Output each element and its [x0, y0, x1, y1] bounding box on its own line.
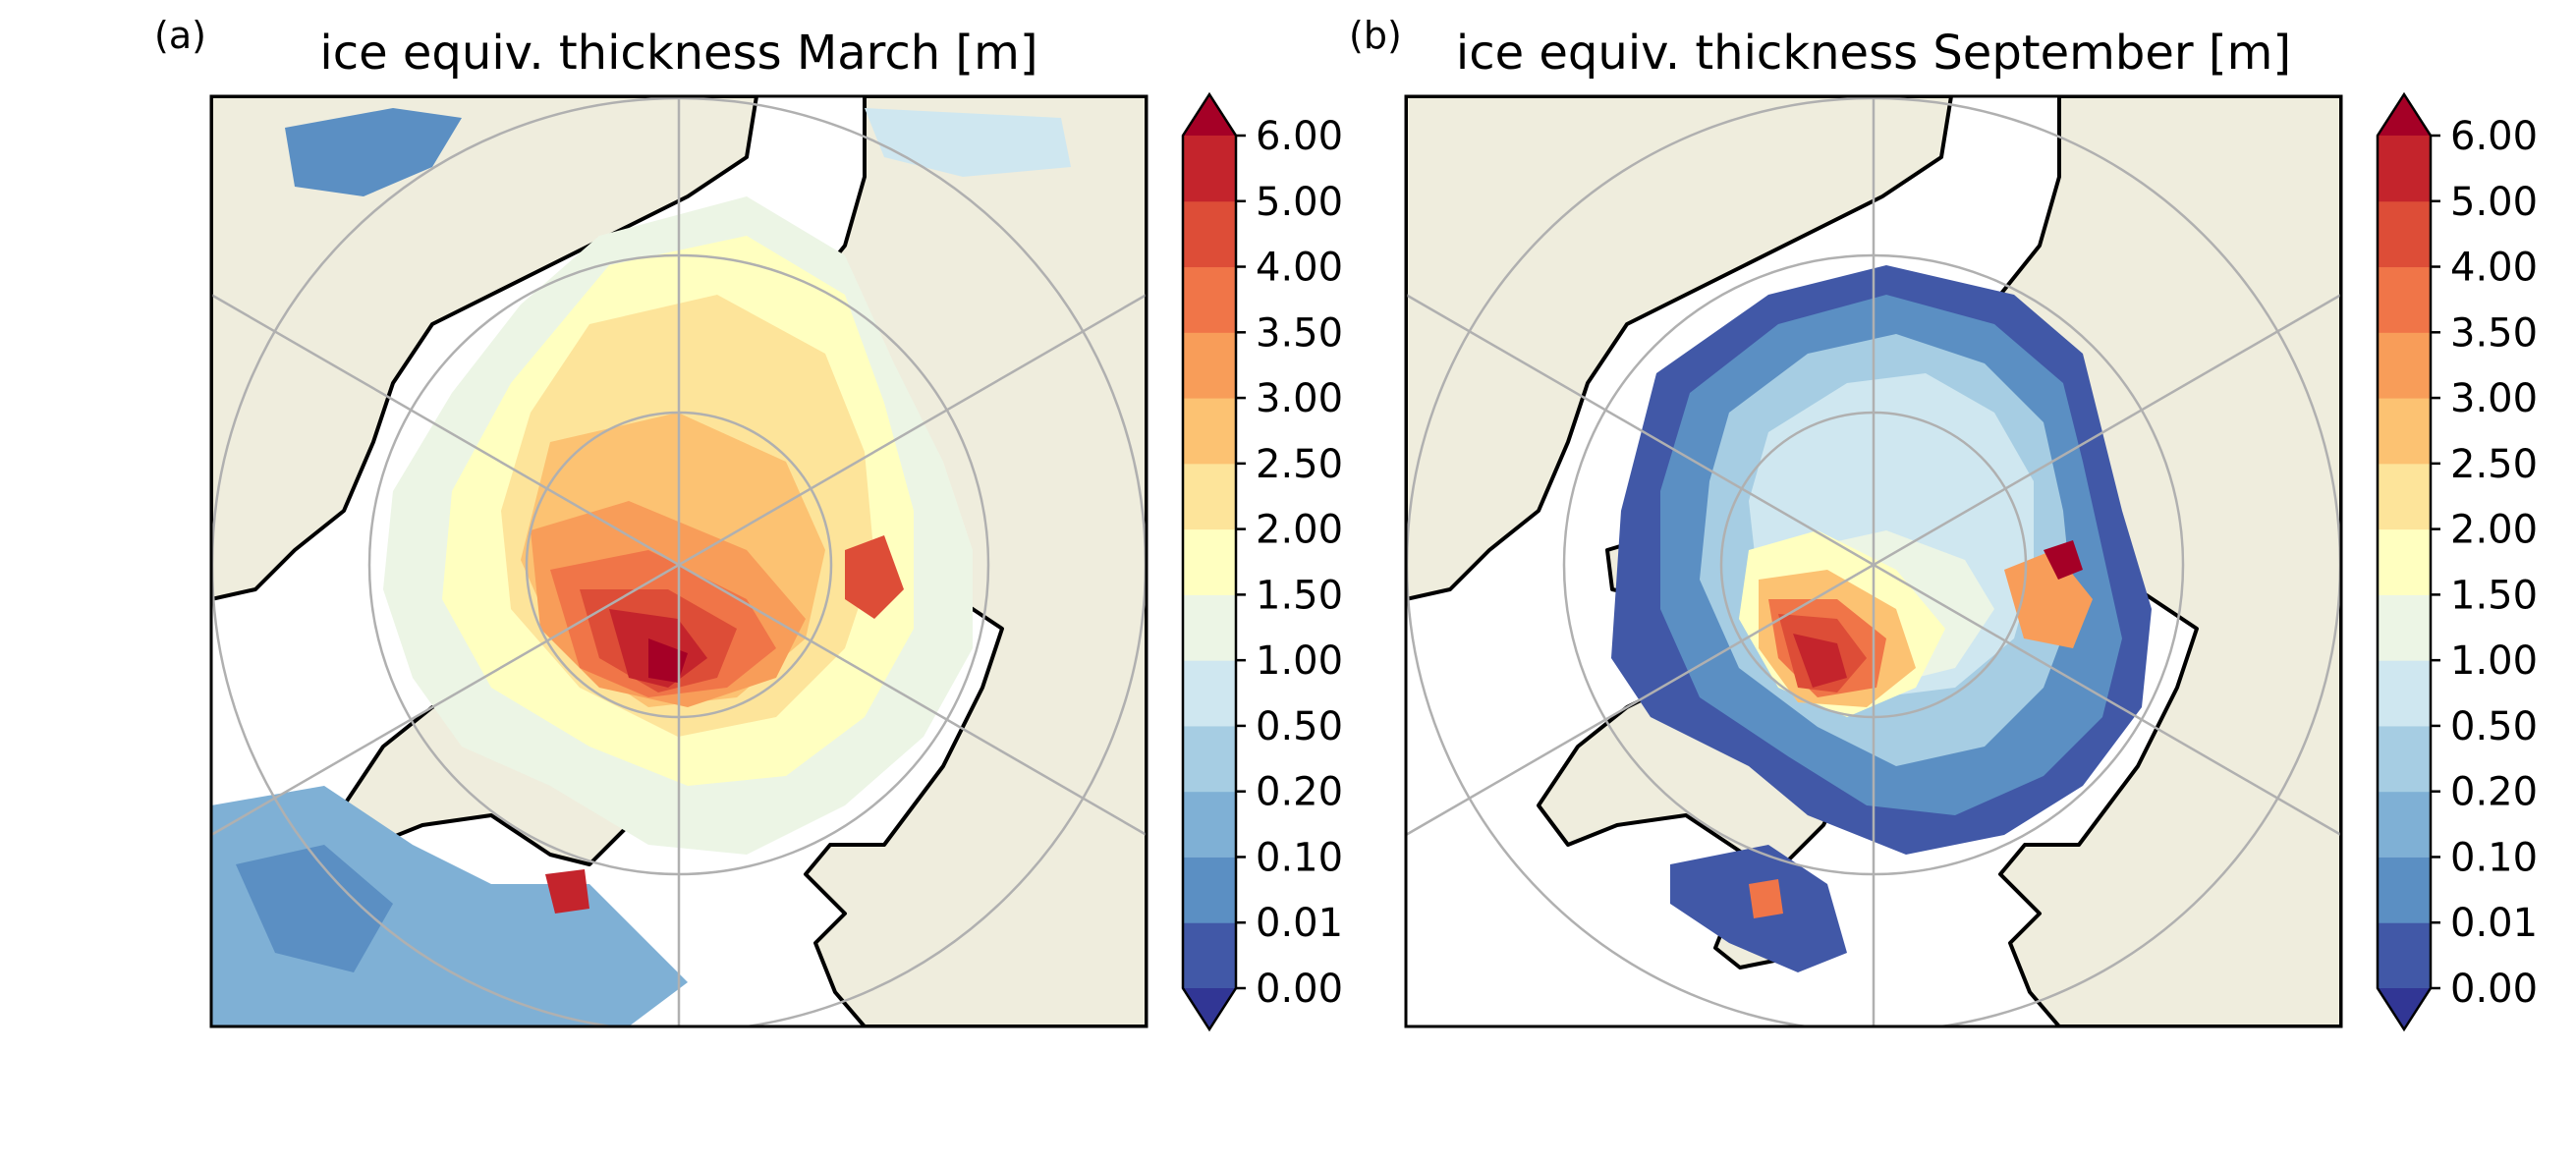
colorbar-a-band-8 [1183, 398, 1236, 465]
colorbar-b-tick-label-10: 0.20 [2450, 770, 2538, 815]
colorbar-b-band-8 [2378, 398, 2431, 465]
colorbar-a-band-10 [1183, 266, 1236, 333]
colorbar-a-tick-label-7: 1.50 [1256, 573, 1343, 618]
colorbar-b-tick-label-11: 0.10 [2450, 835, 2538, 880]
colorbar-b-ticks [2431, 134, 2440, 990]
colorbar-b-band-10 [2378, 266, 2431, 333]
panel-a-ice-thin-labrador [236, 845, 393, 972]
colorbar-b-band-9 [2378, 332, 2431, 399]
panel-b-meridian-120 [1406, 293, 2341, 837]
colorbar-a-swatches [1181, 91, 1238, 1032]
colorbar-a-band-9 [1183, 332, 1236, 399]
colorbar-a-band-11 [1183, 200, 1236, 268]
panel-a-title: ice equiv. thickness March [m] [319, 26, 1037, 81]
colorbar-b-tick-label-1: 5.00 [2450, 180, 2538, 225]
colorbar-a: 6.00 5.00 4.00 3.50 3.00 2.50 2.00 1.50 1.00 0.50… [1181, 91, 1343, 1032]
colorbar-a-under-triangle [1183, 988, 1236, 1029]
colorbar-b-band-1 [2378, 857, 2431, 923]
panel-a-ice-greenland-sea-red [545, 869, 589, 914]
panel-b-ice-thickest [1793, 634, 1847, 688]
panel-b: (b) ice equiv. thickness September [m] [1349, 14, 2538, 1032]
panel-a-ice-thin-pacific [285, 108, 462, 196]
colorbar-a-tick-label-4: 3.00 [1256, 376, 1343, 421]
colorbar-a-band-1 [1183, 857, 1236, 923]
colorbar-b-labels: 6.00 5.00 4.00 3.50 3.00 2.50 2.00 1.50 1.00 0.50… [2450, 114, 2538, 1012]
panel-b-map [1406, 96, 2341, 1026]
colorbar-a-tick-label-3: 3.50 [1256, 310, 1343, 356]
colorbar-a-tick-label-1: 5.00 [1256, 180, 1343, 225]
colorbar-a-tick-label-13: 0.00 [1256, 967, 1343, 1012]
colorbar-b-band-5 [2378, 594, 2431, 661]
colorbar-a-tick-label-11: 0.10 [1256, 835, 1343, 880]
colorbar-a-labels: 6.00 5.00 4.00 3.50 3.00 2.50 2.00 1.50 1.00 0.50… [1256, 114, 1343, 1012]
panel-a-map [211, 96, 1147, 1026]
colorbar-b-band-4 [2378, 660, 2431, 727]
colorbar-b-over-triangle [2378, 94, 2431, 136]
colorbar-a-band-3 [1183, 725, 1236, 793]
colorbar-b: 6.00 5.00 4.00 3.50 3.00 2.50 2.00 1.50 1.00 0.50… [2376, 91, 2538, 1032]
panel-b-label: (b) [1349, 14, 1402, 57]
colorbar-b-tick-label-13: 0.00 [2450, 967, 2538, 1012]
colorbar-a-band-4 [1183, 660, 1236, 727]
colorbar-b-tick-label-9: 0.50 [2450, 704, 2538, 749]
panel-b-title: ice equiv. thickness September [m] [1456, 26, 2291, 81]
colorbar-a-band-6 [1183, 528, 1236, 595]
colorbar-a-tick-label-2: 4.00 [1256, 246, 1343, 291]
colorbar-a-tick-label-6: 2.00 [1256, 508, 1343, 553]
colorbar-a-tick-label-12: 0.01 [1256, 901, 1343, 946]
panel-b-ice-barents-red [2044, 540, 2083, 580]
panel-a-ice-pacific-edge [865, 108, 1071, 177]
panel-b-ice-greenland-sea-red [1749, 879, 1783, 918]
colorbar-b-band-12 [2378, 136, 2431, 202]
colorbar-b-band-0 [2378, 922, 2431, 989]
panel-b-frame [1404, 94, 2343, 1028]
colorbar-a-band-2 [1183, 791, 1236, 858]
panel-b-land-northamerica [1406, 96, 1953, 601]
colorbar-a-tick-label-8: 1.00 [1256, 638, 1343, 684]
colorbar-a-ticks [1236, 134, 1246, 990]
colorbar-b-tick-label-4: 3.00 [2450, 376, 2538, 421]
panel-a-label: (a) [154, 14, 206, 57]
panel-a-land-northamerica [211, 96, 758, 601]
colorbar-a-tick-label-10: 0.20 [1256, 770, 1343, 815]
colorbar-b-tick-label-12: 0.01 [2450, 901, 2538, 946]
panel-a: (a) ice equiv. thickness March [m] [154, 14, 1343, 1032]
colorbar-b-tick-label-8: 1.00 [2450, 638, 2538, 684]
colorbar-b-swatches [2376, 91, 2433, 1032]
colorbar-b-tick-label-6: 2.00 [2450, 508, 2538, 553]
colorbar-b-band-2 [2378, 791, 2431, 858]
colorbar-a-band-7 [1183, 463, 1236, 530]
colorbar-a-tick-label-5: 2.50 [1256, 442, 1343, 487]
colorbar-a-band-12 [1183, 136, 1236, 202]
colorbar-b-tick-label-5: 2.50 [2450, 442, 2538, 487]
colorbar-a-band-5 [1183, 594, 1236, 661]
colorbar-b-tick-label-2: 4.00 [2450, 246, 2538, 291]
panel-a-frame [209, 94, 1148, 1028]
panel-a-ice-barents-red [845, 535, 904, 619]
colorbar-a-tick-label-0: 6.00 [1256, 114, 1343, 159]
colorbar-b-band-11 [2378, 200, 2431, 268]
colorbar-a-over-triangle [1183, 94, 1236, 136]
colorbar-b-tick-label-7: 1.50 [2450, 573, 2538, 618]
colorbar-b-band-7 [2378, 463, 2431, 530]
panel-a-meridian-120 [211, 293, 1147, 837]
colorbar-b-tick-label-0: 6.00 [2450, 114, 2538, 159]
colorbar-a-band-0 [1183, 922, 1236, 989]
colorbar-b-band-6 [2378, 528, 2431, 595]
colorbar-b-under-triangle [2378, 988, 2431, 1029]
colorbar-a-tick-label-9: 0.50 [1256, 704, 1343, 749]
colorbar-b-tick-label-3: 3.50 [2450, 310, 2538, 356]
colorbar-b-band-3 [2378, 725, 2431, 793]
